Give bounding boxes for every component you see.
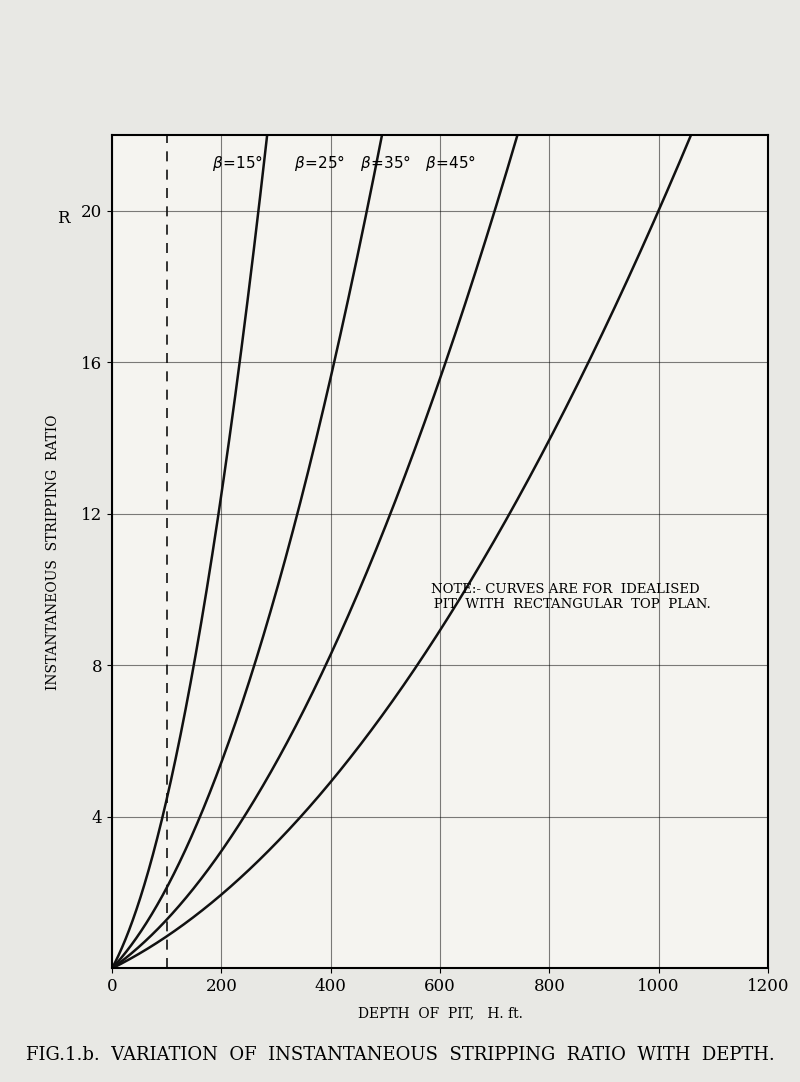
Text: $\beta\!=\!35°$: $\beta\!=\!35°$ [360,154,411,173]
Text: $\beta\!=\!15°$: $\beta\!=\!15°$ [212,154,263,173]
X-axis label: DEPTH  OF  PIT,   H. ft.: DEPTH OF PIT, H. ft. [358,1006,522,1020]
Text: FIG.1.b.  VARIATION  OF  INSTANTANEOUS  STRIPPING  RATIO  WITH  DEPTH.: FIG.1.b. VARIATION OF INSTANTANEOUS STRI… [26,1046,774,1064]
Text: NOTE:- CURVES ARE FOR  IDEALISED
   PIT  WITH  RECTANGULAR  TOP  PLAN.: NOTE:- CURVES ARE FOR IDEALISED PIT WITH… [421,583,710,611]
Text: $\beta\!=\!45°$: $\beta\!=\!45°$ [426,154,477,173]
Text: INSTANTANEOUS  STRIPPING  RATIO: INSTANTANEOUS STRIPPING RATIO [46,414,60,689]
Text: R: R [57,210,69,227]
Text: $\beta\!=\!25°$: $\beta\!=\!25°$ [294,154,346,173]
